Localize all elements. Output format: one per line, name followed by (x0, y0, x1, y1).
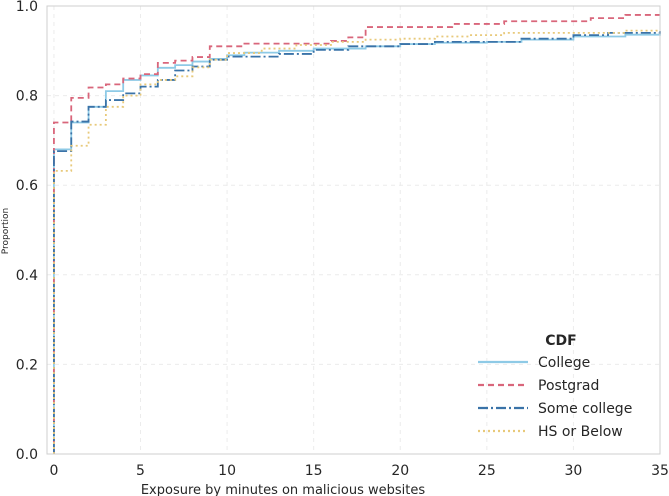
legend-label: Some college (538, 401, 632, 417)
plot-frame (46, 5, 661, 455)
series-line-postgrad (53, 14, 660, 454)
x-tick-label: 25 (478, 463, 496, 479)
x-tick-label: 35 (651, 463, 669, 479)
series-layer (53, 14, 661, 454)
y-tick-label: 0.4 (16, 268, 38, 284)
legend: CDF College Postgrad Some college HS or Bel… (478, 333, 632, 440)
series-line-some-college (53, 31, 661, 454)
y-tick-labels: 0.0 0.2 0.4 0.6 0.8 1.0 (16, 0, 38, 463)
x-tick-label: 15 (305, 463, 323, 479)
x-tick-label: 5 (136, 463, 145, 479)
y-tick-label: 0.2 (16, 357, 38, 373)
y-axis-label: Proportion (1, 208, 11, 254)
legend-label: College (538, 355, 590, 371)
y-tick-label: 0.0 (16, 447, 38, 463)
y-tick-label: 1.0 (16, 0, 38, 15)
x-tick-label: 0 (49, 463, 58, 479)
x-tick-label: 30 (565, 463, 583, 479)
x-axis-label: Exposure by minutes on malicious website… (141, 483, 426, 496)
y-tick-label: 0.8 (16, 89, 38, 105)
legend-label: HS or Below (538, 424, 623, 440)
legend-label: Postgrad (538, 378, 599, 394)
legend-items: College Postgrad Some college HS or Below (478, 355, 632, 440)
x-tick-labels: 0 5 10 15 20 25 30 35 (49, 463, 668, 479)
x-tick-label: 10 (218, 463, 236, 479)
legend-title: CDF (545, 333, 576, 349)
y-tick-label: 0.6 (16, 178, 38, 194)
series-line-hs-or-below (53, 29, 660, 454)
x-tick-label: 20 (391, 463, 409, 479)
